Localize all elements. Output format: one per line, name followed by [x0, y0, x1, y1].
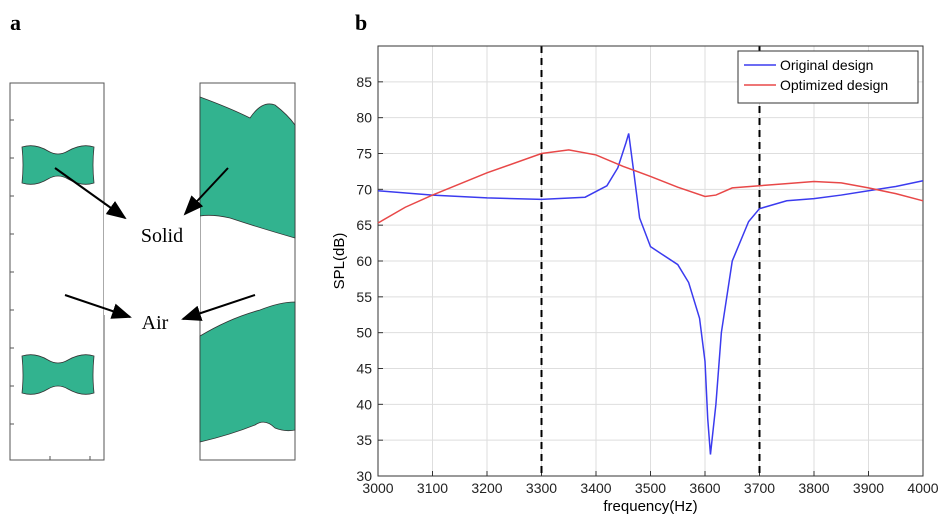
y-tick-label: 35	[356, 432, 372, 448]
x-tick-label: 3400	[580, 480, 611, 496]
series-line	[377, 149, 924, 224]
x-tick-label: 3200	[471, 480, 502, 496]
y-tick-label: 40	[356, 396, 372, 412]
x-tick-label: 3900	[853, 480, 884, 496]
axes-box	[377, 45, 924, 477]
solid-shape	[199, 96, 296, 239]
solid-shape	[21, 354, 95, 395]
y-tick-label: 85	[356, 74, 372, 90]
x-tick-label: 4000	[907, 480, 938, 496]
x-tick-label: 3300	[526, 480, 557, 496]
solid-shape	[199, 301, 296, 443]
x-tick-label: 3500	[635, 480, 666, 496]
y-tick-label: 70	[356, 181, 372, 197]
y-tick-label: 65	[356, 217, 372, 233]
cell-ticks	[10, 119, 91, 460]
y-tick-label: 75	[356, 146, 372, 162]
y-tick-label: 55	[356, 289, 372, 305]
x-tick-label: 3100	[417, 480, 448, 496]
y-tick-label: 50	[356, 325, 372, 341]
solid-shape	[21, 145, 95, 185]
x-tick-label: 3800	[798, 480, 829, 496]
x-tick-label: 3000	[362, 480, 393, 496]
cell-box	[9, 82, 105, 461]
legend-label: Optimized design	[780, 77, 888, 93]
y-tick-label: 60	[356, 253, 372, 269]
y-tick-label: 45	[356, 361, 372, 377]
legend-label: Original design	[780, 57, 873, 73]
x-tick-label: 3700	[744, 480, 775, 496]
annotation: Solid	[141, 225, 183, 247]
panel-a: Solid Air	[9, 82, 296, 461]
panel-label: a	[10, 10, 21, 35]
label-backdrop	[104, 205, 200, 315]
y-axis-label: SPL(dB)	[331, 233, 348, 290]
annotation: Air	[142, 312, 169, 334]
series-line	[377, 133, 924, 455]
arrows	[54, 167, 256, 321]
y-tick-label: 30	[356, 468, 372, 484]
y-tick-label: 80	[356, 110, 372, 126]
x-axis-label: frequency(Hz)	[603, 498, 697, 515]
x-tick-label: 3600	[689, 480, 720, 496]
panel-b: 30 35 40 45 50 55 60 65 70 75 80 85 3000 3100 3200 3300…	[331, 45, 939, 515]
legend-box	[737, 50, 919, 104]
panel-label: b	[355, 10, 367, 35]
